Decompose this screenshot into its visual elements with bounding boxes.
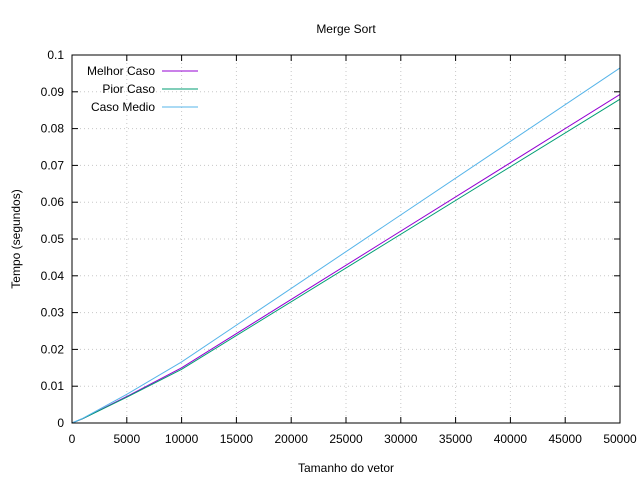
y-tick-label: 0.01 [41, 379, 65, 393]
x-tick-label: 35000 [439, 432, 473, 446]
y-tick-label: 0.09 [41, 85, 65, 99]
legend: Melhor Caso Pior Caso Caso Medio [87, 64, 198, 114]
y-tick-label: 0 [57, 416, 64, 430]
y-tick-label: 0.08 [41, 122, 65, 136]
x-tick-label: 0 [69, 432, 76, 446]
legend-label-caso-medio: Caso Medio [91, 100, 155, 114]
y-tick-label: 0.02 [41, 342, 65, 356]
x-tick-label: 10000 [165, 432, 199, 446]
x-tick-label: 30000 [384, 432, 418, 446]
y-tick-label: 0.05 [41, 232, 65, 246]
x-tick-label: 40000 [494, 432, 528, 446]
x-tick-label: 50000 [603, 432, 637, 446]
x-tick-label: 25000 [329, 432, 363, 446]
x-tick-label: 15000 [220, 432, 254, 446]
x-tick-label: 5000 [113, 432, 140, 446]
y-tick-label: 0.03 [41, 306, 65, 320]
x-axis-label: Tamanho do vetor [298, 461, 394, 475]
y-tick-label: 0.06 [41, 195, 65, 209]
legend-label-pior-caso: Pior Caso [102, 82, 155, 96]
y-tick-label: 0.04 [41, 269, 65, 283]
x-tick-label: 20000 [275, 432, 309, 446]
y-tick-label: 0.1 [47, 48, 64, 62]
legend-label-melhor-caso: Melhor Caso [87, 64, 155, 78]
y-tick-label: 0.07 [41, 158, 65, 172]
chart-title: Merge Sort [316, 22, 376, 36]
series-line-caso-medio [71, 67, 621, 424]
series-lines [71, 67, 621, 424]
y-axis-label: Tempo (segundos) [9, 189, 23, 288]
tick-labels: 0 5000 10000 15000 20000 25000 30000 35000 40000… [41, 48, 637, 446]
axis-ticks [71, 54, 621, 424]
x-tick-label: 45000 [549, 432, 583, 446]
